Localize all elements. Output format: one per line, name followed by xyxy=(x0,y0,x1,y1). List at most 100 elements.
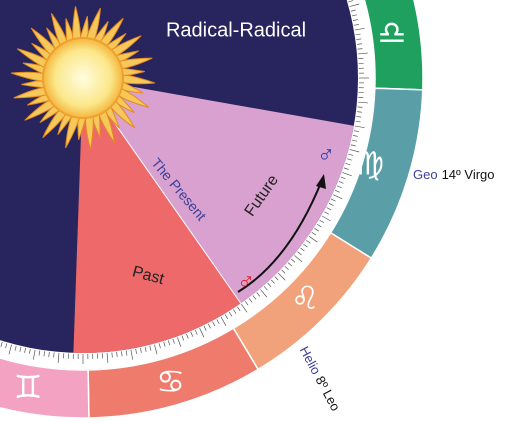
scale-tick xyxy=(203,325,207,331)
scale-tick xyxy=(53,352,55,358)
mars-past: ♂ xyxy=(237,268,255,295)
scale-tick xyxy=(349,149,360,153)
scale-tick xyxy=(300,247,305,252)
arrow-head xyxy=(316,174,326,189)
scale-tick xyxy=(356,43,362,45)
sign-glyph: ♋ xyxy=(156,363,185,401)
scale-tick xyxy=(181,335,185,341)
scale-tick xyxy=(233,309,237,314)
scale-tick xyxy=(328,202,334,206)
scale-tick xyxy=(349,3,360,7)
scale-tick xyxy=(274,276,279,281)
scale-tick xyxy=(350,9,356,12)
scale-tick xyxy=(135,348,137,354)
scale-tick xyxy=(121,351,123,357)
scale-tick xyxy=(14,345,17,351)
scale-tick xyxy=(357,101,368,104)
mars-future: ♂ xyxy=(317,141,335,168)
scale-tick xyxy=(351,14,357,17)
scale-tick xyxy=(355,33,361,36)
scale-tick xyxy=(199,327,205,338)
scale-tick xyxy=(350,144,356,147)
scale-tick xyxy=(326,207,332,211)
degree-scale xyxy=(0,0,369,364)
sun xyxy=(11,6,155,150)
helio-position: 8º Leo xyxy=(312,374,343,414)
helio-label: Helio8º Leo xyxy=(296,344,343,414)
scale-tick xyxy=(352,19,358,21)
scale-tick xyxy=(260,289,268,298)
scale-tick xyxy=(291,258,296,263)
scale-tick xyxy=(186,333,189,339)
scale-tick xyxy=(111,352,113,358)
scale-tick xyxy=(324,211,329,215)
geo-position: 14º Virgo xyxy=(442,167,495,182)
scale-tick xyxy=(311,232,317,236)
scale-tick xyxy=(248,298,253,303)
geo: Geo xyxy=(413,167,438,182)
scale-tick xyxy=(270,279,275,284)
scale-tick xyxy=(48,351,50,357)
scale-tick xyxy=(228,311,233,317)
scale-tick xyxy=(316,223,322,228)
scale-tick xyxy=(263,286,268,291)
sun-disc xyxy=(42,37,124,119)
scale-tick xyxy=(348,153,354,156)
scale-tick xyxy=(256,292,261,297)
scale-tick xyxy=(334,189,340,193)
scale-tick xyxy=(306,239,311,244)
scale-tick xyxy=(357,48,363,50)
scale-tick xyxy=(321,215,331,222)
scale-tick xyxy=(356,38,362,40)
scale-tick xyxy=(57,352,60,363)
scale-tick xyxy=(336,185,342,189)
past-wedge xyxy=(73,78,241,353)
arrow xyxy=(237,179,323,293)
scale-tick xyxy=(172,338,175,344)
scale-tick xyxy=(43,351,45,357)
scale-tick xyxy=(297,251,302,256)
scale-tick xyxy=(244,301,249,306)
scale-tick xyxy=(167,340,171,346)
scale-tick xyxy=(252,295,257,300)
scale-tick xyxy=(8,344,12,355)
scale-tick xyxy=(330,198,336,202)
scale-tick xyxy=(354,27,365,31)
scale-tick xyxy=(19,346,22,352)
scale-tick xyxy=(144,346,147,352)
scale-tick xyxy=(346,158,352,161)
scale-tick xyxy=(356,111,362,113)
scale-tick xyxy=(340,176,346,180)
scale-tick xyxy=(163,341,166,347)
sign-segment xyxy=(0,357,90,419)
scale-tick xyxy=(345,162,351,166)
scale-tick xyxy=(354,125,365,129)
scale-tick xyxy=(154,344,158,355)
helio: Helio xyxy=(296,344,323,377)
scale-tick xyxy=(149,345,152,351)
scale-tick xyxy=(116,351,118,357)
scale-tick xyxy=(237,306,241,312)
sign-glyph: ♎ xyxy=(378,14,407,52)
scale-tick xyxy=(343,167,349,170)
scale-tick xyxy=(207,323,211,329)
scale-tick xyxy=(303,243,308,248)
scale-tick xyxy=(194,329,198,335)
scale-tick xyxy=(32,349,36,360)
scale-tick xyxy=(338,181,344,184)
scale-tick xyxy=(357,106,363,108)
scale-tick xyxy=(212,321,216,327)
scale-tick xyxy=(216,319,220,324)
title: Radical-Radical xyxy=(166,19,306,41)
scale-tick xyxy=(277,272,286,281)
scale-tick xyxy=(5,343,8,349)
sign-glyph: ♌ xyxy=(291,279,320,317)
geo-label: Geo 14º Virgo xyxy=(413,167,495,182)
scale-tick xyxy=(355,120,361,123)
scale-tick xyxy=(357,52,368,55)
scale-tick xyxy=(294,255,303,263)
sign-glyph: ♍ xyxy=(356,145,385,183)
scale-tick xyxy=(220,316,227,326)
scale-tick xyxy=(130,349,134,360)
